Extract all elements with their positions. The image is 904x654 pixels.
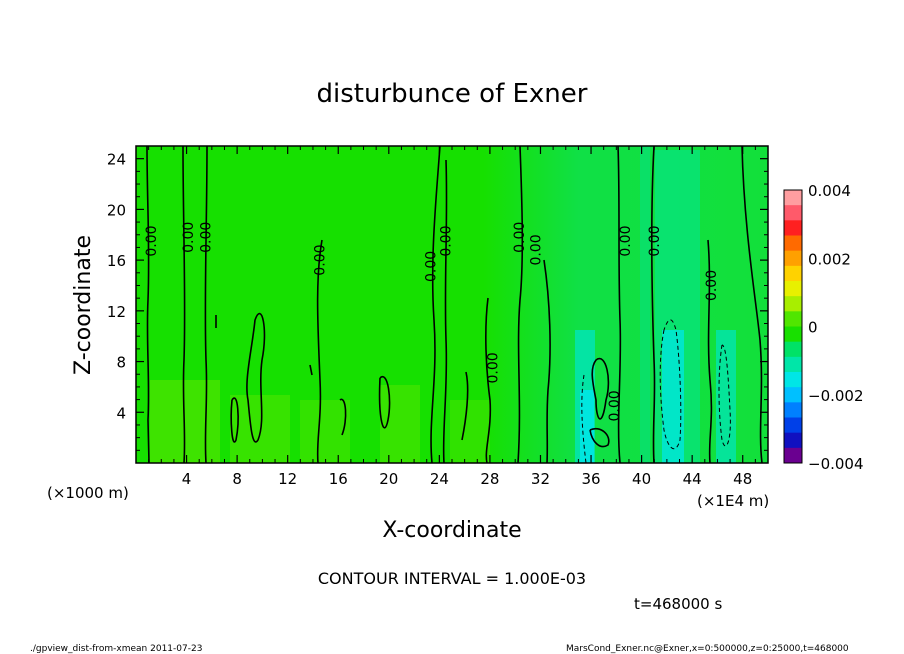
colorbar-swatch <box>784 265 802 282</box>
x-axis-title: X-coordinate <box>382 518 521 543</box>
colorbar-swatch <box>784 205 802 221</box>
x-tick-label: 24 <box>430 470 449 488</box>
contour-label: 0.00 <box>528 234 544 265</box>
y-tick-label: 20 <box>107 201 126 219</box>
x-tick-label: 36 <box>581 470 600 488</box>
footer-right: MarsCond_Exner.nc@Exner,x=0:500000,z=0:2… <box>566 644 849 654</box>
x-tick-label: 16 <box>329 470 348 488</box>
contour-interval: CONTOUR INTERVAL = 1.000E-03 <box>318 569 586 588</box>
contour-label: 0.00 <box>312 245 328 276</box>
colorbar-swatch <box>784 296 802 312</box>
contour-label: 0.00 <box>439 226 455 257</box>
time-label: t=468000 s <box>634 595 722 613</box>
colorbar-swatch <box>784 281 802 297</box>
colorbar <box>783 189 803 464</box>
colorbar-swatch <box>784 220 802 236</box>
colorbar-swatch <box>784 326 802 343</box>
x-tick-label: 8 <box>232 470 242 488</box>
y-axis-title: Z-coordinate <box>71 235 96 375</box>
contour-label: 0.00 <box>144 226 160 257</box>
contour-label: 0.00 <box>647 226 663 257</box>
x-axis: 4 8 12 16 20 24 28 32 36 40 44 48 <box>148 146 756 488</box>
colorbar-frame <box>783 189 803 464</box>
contour-label: 0.00 <box>199 222 215 253</box>
colorbar-swatch <box>784 341 802 358</box>
chart-title: disturbunce of Exner <box>317 79 588 109</box>
contour-label: 0.00 <box>485 352 501 383</box>
x-tick-label: 28 <box>480 470 499 488</box>
footer-left: ./gpview_dist-from-xmean 2011-07-23 <box>30 644 202 654</box>
x-tick-label: 32 <box>531 470 550 488</box>
colorbar-tick-label: 0.004 <box>808 182 851 200</box>
colorbar-swatch <box>784 235 802 252</box>
colorbar-tick-label: 0.002 <box>808 250 851 268</box>
colorbar-swatch <box>784 432 802 449</box>
contour-label: 0.00 <box>618 226 634 257</box>
contour-label: 0.00 <box>607 390 623 421</box>
contour-labels: 0.00 0.00 0.000.00 0.000.000.000.00 0.000.00… <box>144 222 720 422</box>
y-tick-label: 16 <box>107 252 126 270</box>
colorbar-swatch <box>784 372 802 388</box>
contour-label: 0.00 <box>512 222 528 253</box>
contour-label: 0.00 <box>181 222 197 253</box>
colorbar-swatch <box>784 417 802 434</box>
contour-label: 0.00 <box>424 251 440 282</box>
x-tick-label: 40 <box>632 470 651 488</box>
y-tick-label: 4 <box>116 404 126 422</box>
x-tick-label: 48 <box>733 470 752 488</box>
colorbar-swatch <box>784 447 802 464</box>
colorbar-swatch <box>784 250 802 267</box>
colorbar-ticks: 0.004 0.002 0 −0.002 −0.004 <box>808 182 864 473</box>
colorbar-tick-label: 0 <box>808 319 818 337</box>
colorbar-swatch <box>784 311 802 327</box>
colorbar-swatch <box>784 190 802 206</box>
x-tick-label: 12 <box>278 470 297 488</box>
x-unit-label: (×1000 m) <box>47 484 129 502</box>
y-tick-label: 12 <box>107 303 126 321</box>
x-tick-label: 4 <box>182 470 192 488</box>
x-unit-label-right: (×1E4 m) <box>697 492 769 510</box>
colorbar-tick-label: −0.004 <box>808 455 864 473</box>
negative-contours <box>581 319 731 463</box>
contour-lines <box>146 146 763 463</box>
colorbar-swatch <box>784 402 802 418</box>
contour-label: 0.00 <box>704 270 720 301</box>
y-tick-label: 24 <box>107 151 126 169</box>
x-tick-label: 44 <box>683 470 702 488</box>
y-axis: 4 8 12 16 20 24 <box>107 151 768 451</box>
colorbar-tick-label: −0.002 <box>808 387 864 405</box>
x-tick-label: 20 <box>379 470 398 488</box>
y-tick-label: 8 <box>116 354 126 372</box>
colorbar-swatch <box>784 387 802 403</box>
colorbar-swatch <box>784 356 802 373</box>
